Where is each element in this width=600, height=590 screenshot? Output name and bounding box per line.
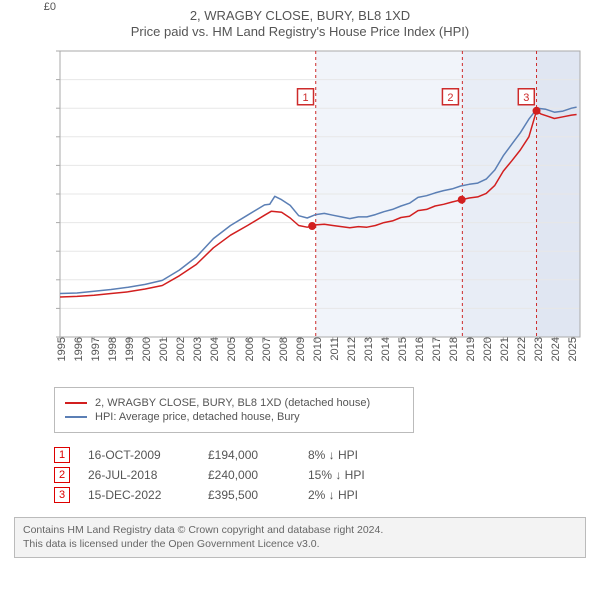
x-tick-label: 2022 <box>512 337 528 361</box>
title-address: 2, WRAGBY CLOSE, BURY, BL8 1XD <box>14 8 586 23</box>
x-tick-label: 2016 <box>410 337 426 361</box>
sale-price: £395,500 <box>208 488 308 502</box>
x-tick-label: 2003 <box>188 337 204 361</box>
x-tick-label: 2012 <box>342 337 358 361</box>
x-tick-label: 2010 <box>308 337 324 361</box>
attribution: Contains HM Land Registry data © Crown c… <box>14 517 586 558</box>
sale-hpi: 15% ↓ HPI <box>308 468 408 482</box>
x-tick-label: 2015 <box>393 337 409 361</box>
sale-date: 16-OCT-2009 <box>88 448 208 462</box>
x-tick-label: 2009 <box>291 337 307 361</box>
sale-price: £194,000 <box>208 448 308 462</box>
legend-item: HPI: Average price, detached house, Bury <box>65 411 403 423</box>
x-tick-label: 2001 <box>154 337 170 361</box>
x-tick-label: 2017 <box>427 337 443 361</box>
x-tick-label: 2018 <box>444 337 460 361</box>
chart: 123 £0£50K£100K£150K£200K£250K£300K£350K… <box>14 47 586 377</box>
sale-marker: 2 <box>54 467 70 483</box>
y-tick-label: £0 <box>44 1 60 13</box>
legend-label: HPI: Average price, detached house, Bury <box>95 411 300 423</box>
attribution-line1: Contains HM Land Registry data © Crown c… <box>23 524 577 538</box>
x-tick-label: 2025 <box>563 337 579 361</box>
legend: 2, WRAGBY CLOSE, BURY, BL8 1XD (detached… <box>54 387 414 433</box>
legend-swatch <box>65 416 87 418</box>
x-tick-label: 1997 <box>86 337 102 361</box>
x-tick-label: 2011 <box>325 337 341 361</box>
x-tick-label: 2021 <box>495 337 511 361</box>
x-tick-label: 1995 <box>52 337 68 361</box>
sales-table: 1 16-OCT-2009£194,0008% ↓ HPI 2 26-JUL-2018… <box>54 443 586 507</box>
x-tick-label: 2000 <box>137 337 153 361</box>
sale-date: 26-JUL-2018 <box>88 468 208 482</box>
x-tick-label: 1999 <box>120 337 136 361</box>
svg-text:2: 2 <box>447 92 453 104</box>
x-tick-label: 2004 <box>205 337 221 361</box>
x-tick-label: 2023 <box>529 337 545 361</box>
page: 2, WRAGBY CLOSE, BURY, BL8 1XD Price pai… <box>0 0 600 590</box>
title-block: 2, WRAGBY CLOSE, BURY, BL8 1XD Price pai… <box>14 8 586 39</box>
legend-label: 2, WRAGBY CLOSE, BURY, BL8 1XD (detached… <box>95 397 370 409</box>
sale-price: £240,000 <box>208 468 308 482</box>
x-tick-label: 1996 <box>69 337 85 361</box>
chart-svg: 1 2 3 <box>14 47 586 377</box>
sale-row: 1 16-OCT-2009£194,0008% ↓ HPI <box>54 447 586 463</box>
svg-text:1: 1 <box>302 92 308 104</box>
x-tick-label: 2008 <box>274 337 290 361</box>
x-tick-label: 2002 <box>171 337 187 361</box>
title-subtitle: Price paid vs. HM Land Registry's House … <box>14 24 586 39</box>
sale-hpi: 2% ↓ HPI <box>308 488 408 502</box>
sale-marker: 1 <box>54 447 70 463</box>
sale-row: 2 26-JUL-2018£240,00015% ↓ HPI <box>54 467 586 483</box>
x-tick-label: 1998 <box>103 337 119 361</box>
sale-marker: 3 <box>54 487 70 503</box>
x-tick-label: 2006 <box>240 337 256 361</box>
sale-row: 3 15-DEC-2022£395,5002% ↓ HPI <box>54 487 586 503</box>
x-tick-label: 2019 <box>461 337 477 361</box>
x-tick-label: 2007 <box>257 337 273 361</box>
x-tick-label: 2013 <box>359 337 375 361</box>
x-tick-label: 2014 <box>376 337 392 361</box>
x-tick-label: 2020 <box>478 337 494 361</box>
x-tick-label: 2024 <box>546 337 562 361</box>
sale-date: 15-DEC-2022 <box>88 488 208 502</box>
attribution-line2: This data is licensed under the Open Gov… <box>23 538 577 552</box>
x-tick-label: 2005 <box>222 337 238 361</box>
svg-text:3: 3 <box>523 92 529 104</box>
legend-swatch <box>65 402 87 404</box>
legend-item: 2, WRAGBY CLOSE, BURY, BL8 1XD (detached… <box>65 397 403 409</box>
sale-hpi: 8% ↓ HPI <box>308 448 408 462</box>
